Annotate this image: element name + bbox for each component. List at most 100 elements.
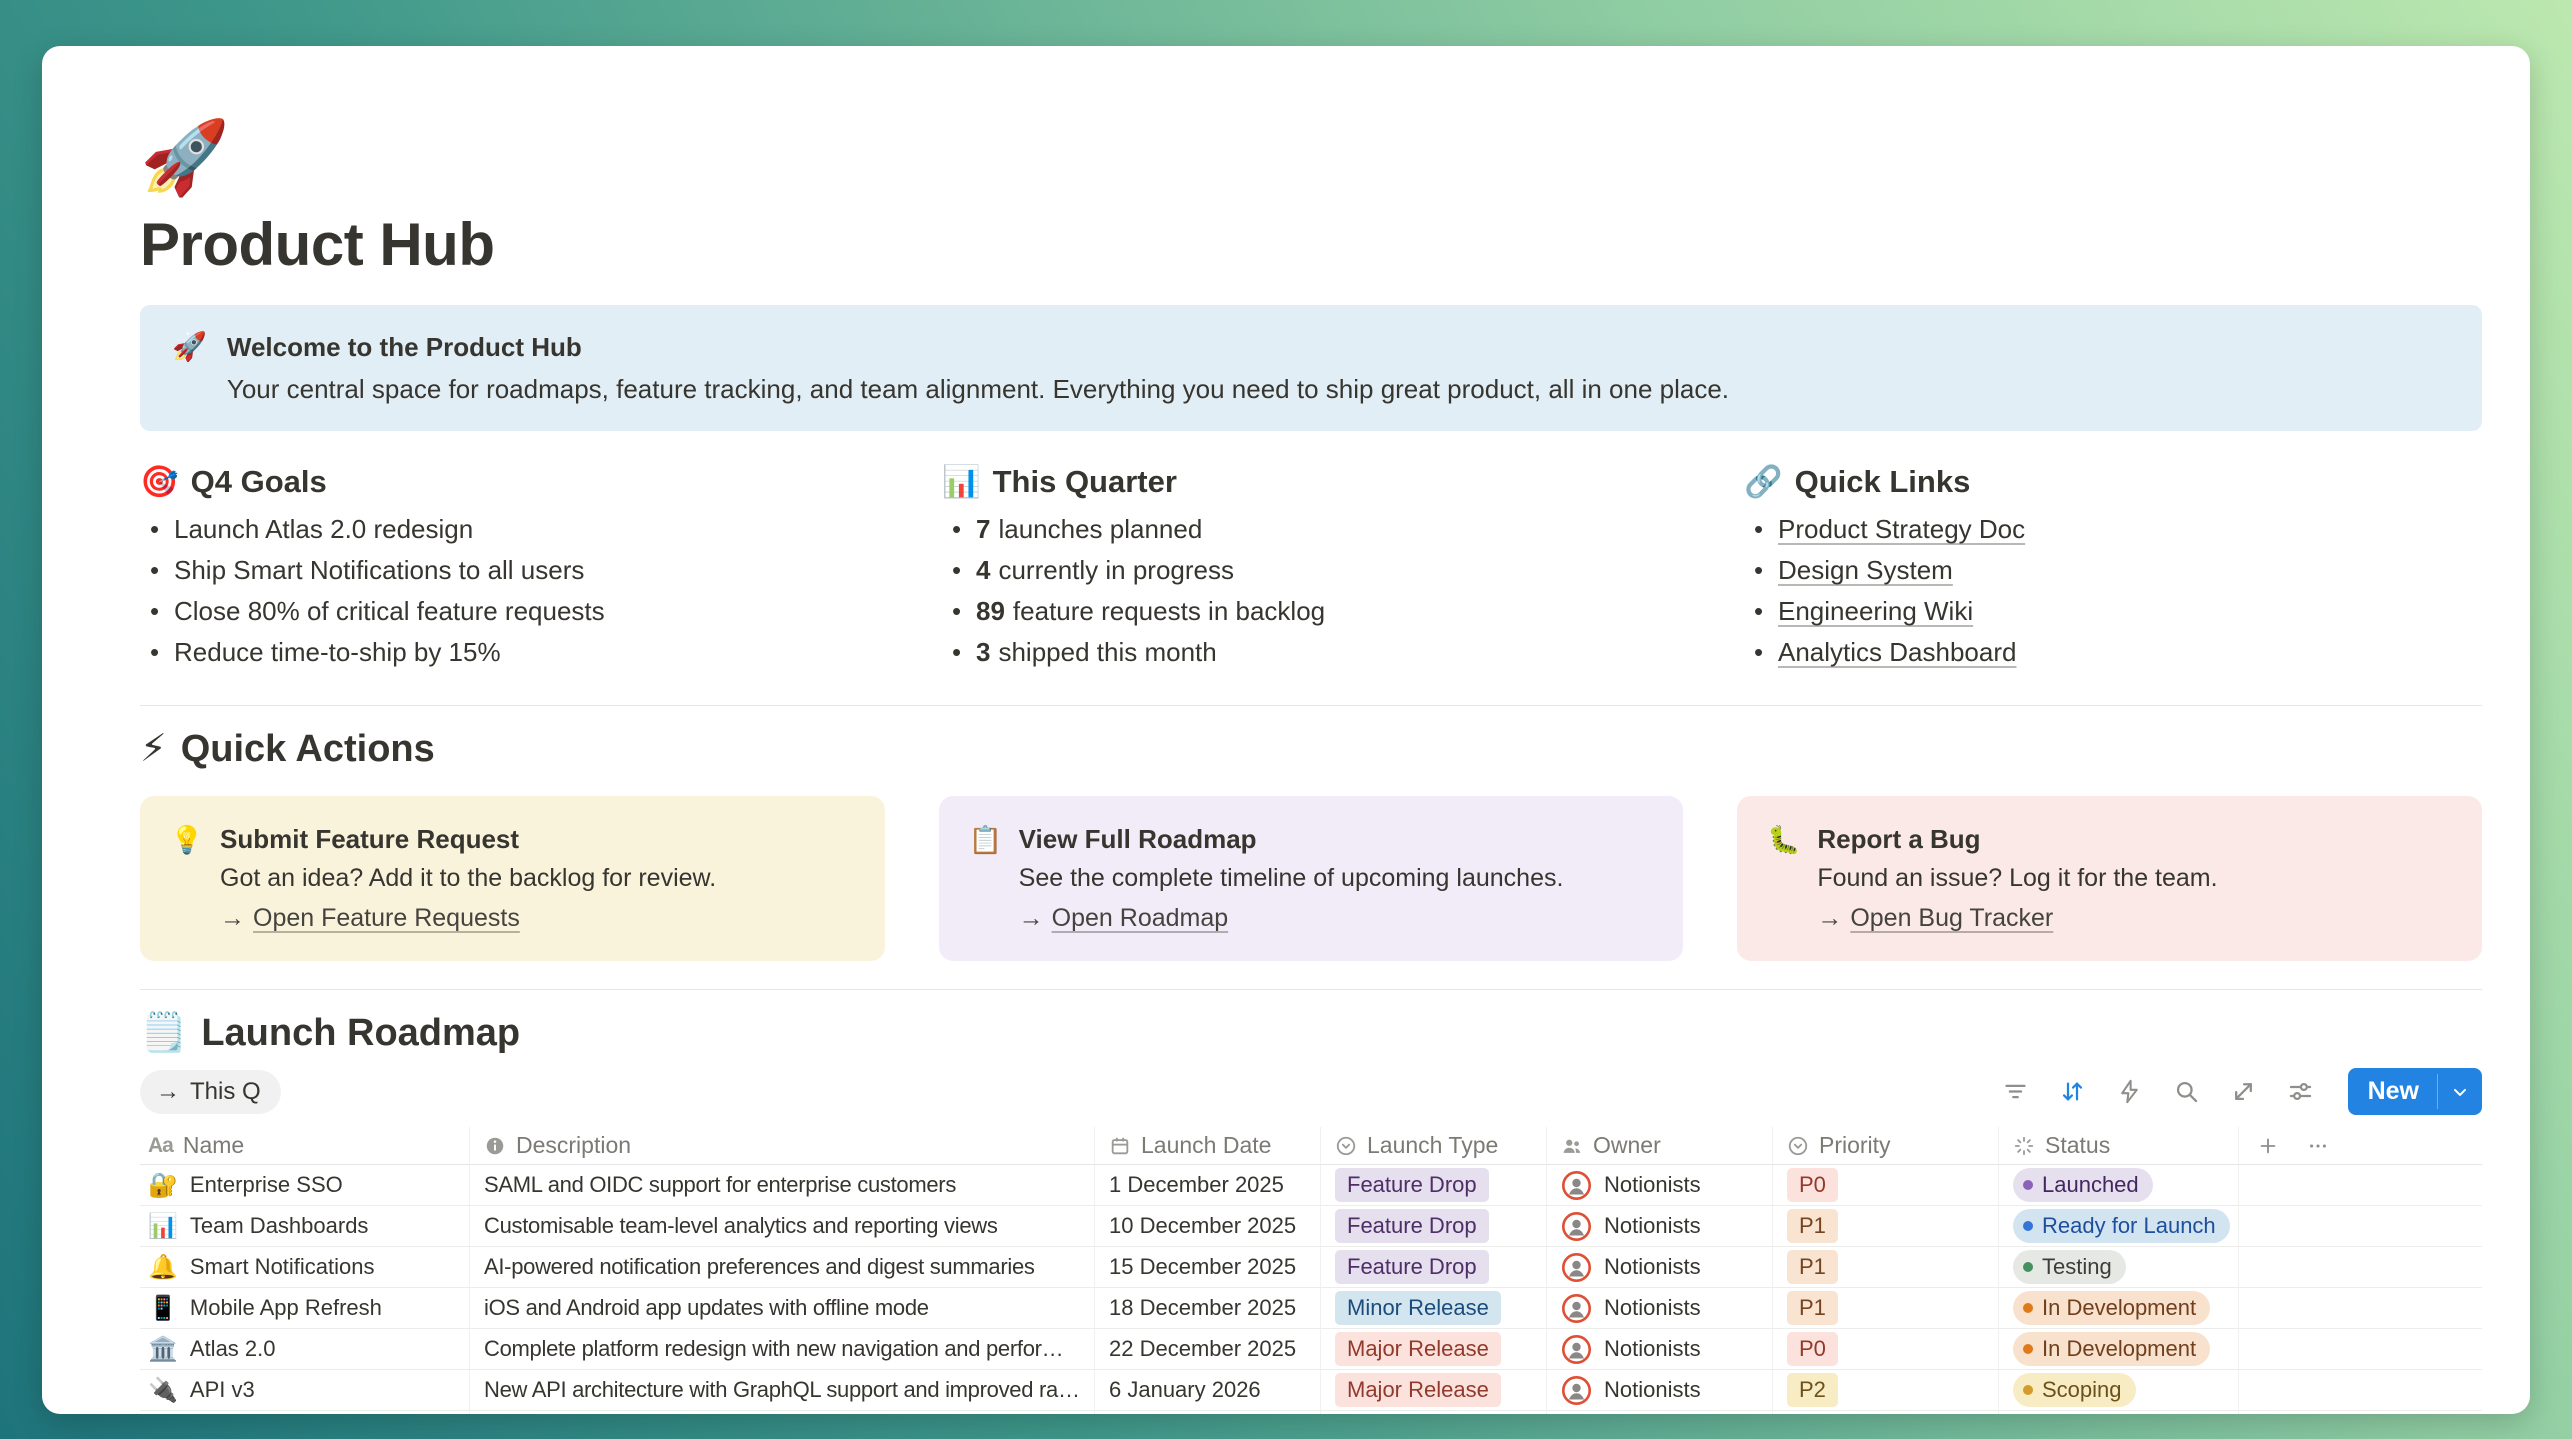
status-dot <box>2023 1303 2033 1313</box>
submit-feature-request-card[interactable]: 💡 Submit Feature Request Got an idea? Ad… <box>140 796 885 961</box>
view-tab-this-q[interactable]: → This Q <box>140 1069 281 1114</box>
launch-type-tag[interactable]: Feature Drop <box>1335 1168 1489 1202</box>
row-owner[interactable]: Notionists <box>1547 1247 1773 1288</box>
link-design-system[interactable]: Design System <box>1778 555 1953 585</box>
status-pill[interactable]: Scoping <box>2013 1373 2136 1407</box>
row-launch-date[interactable]: 10 December 2025 <box>1095 1206 1321 1247</box>
row-name[interactable]: Team Dashboards <box>189 1213 369 1238</box>
row-description[interactable]: New API architecture with GraphQL suppor… <box>470 1370 1095 1411</box>
status-pill[interactable]: Testing <box>2013 1250 2126 1284</box>
sort-icon[interactable] <box>2059 1078 2086 1105</box>
table-options-icon[interactable] <box>2307 1135 2329 1157</box>
table-row[interactable]: 🏛️ Atlas 2.0 Complete platform redesign w… <box>140 1329 2482 1370</box>
row-name[interactable]: Atlas 2.0 <box>189 1336 276 1361</box>
automation-lightning-icon[interactable] <box>2116 1078 2143 1105</box>
status-label: Launched <box>2042 1172 2139 1197</box>
open-feature-requests-link[interactable]: Open Feature Requests <box>253 904 520 932</box>
new-button[interactable]: New <box>2347 1068 2482 1115</box>
row-description[interactable]: Centralised marketplace for third-party … <box>470 1411 1095 1414</box>
column-header-status[interactable]: Status <box>1999 1127 2239 1165</box>
row-launch-date[interactable]: 6 January 2026 <box>1095 1370 1321 1411</box>
priority-tag[interactable]: P0 <box>1787 1332 1838 1366</box>
status-pill[interactable]: Launched <box>2013 1168 2153 1202</box>
empty-cell <box>2239 1370 2482 1411</box>
filter-icon[interactable] <box>2002 1078 2029 1105</box>
link-analytics-dashboard[interactable]: Analytics Dashboard <box>1778 637 2017 667</box>
row-name[interactable]: Enterprise SSO <box>189 1172 343 1197</box>
row-owner[interactable]: Notionists <box>1547 1165 1773 1206</box>
table-row[interactable]: 🔔 Smart Notifications AI-powered notifica… <box>140 1247 2482 1288</box>
row-owner[interactable]: Notionists <box>1547 1411 1773 1414</box>
open-bug-tracker-link[interactable]: Open Bug Tracker <box>1850 904 2054 932</box>
row-launch-date[interactable]: 18 December 2025 <box>1095 1288 1321 1329</box>
status-pill[interactable]: Ready for Launch <box>2013 1209 2230 1243</box>
column-header-owner[interactable]: Owner <box>1547 1127 1773 1165</box>
priority-tag[interactable]: P1 <box>1787 1209 1838 1243</box>
row-owner[interactable]: Notionists <box>1547 1329 1773 1370</box>
page-title[interactable]: Product Hub <box>140 211 495 278</box>
launch-type-tag[interactable]: Major Release <box>1335 1373 1501 1407</box>
owner-avatar <box>1562 1170 1591 1200</box>
row-name[interactable]: Mobile App Refresh <box>189 1295 382 1320</box>
view-settings-icon[interactable] <box>2287 1078 2314 1105</box>
table-row[interactable]: 🔐 Enterprise SSO SAML and OIDC support fo… <box>140 1165 2482 1206</box>
status-pill[interactable]: In Development <box>2013 1291 2211 1325</box>
priority-tag[interactable]: P0 <box>1787 1168 1838 1202</box>
arrow-right-icon: → <box>220 904 245 932</box>
priority-tag[interactable]: P1 <box>1787 1250 1838 1284</box>
row-launch-date[interactable]: 15 January 2026 <box>1095 1411 1321 1414</box>
row-owner[interactable]: Notionists <box>1547 1288 1773 1329</box>
view-full-roadmap-card[interactable]: 📋 View Full Roadmap See the complete tim… <box>938 796 1684 961</box>
empty-cell <box>2239 1288 2482 1329</box>
stat-label: feature requests in backlog <box>1012 596 1326 626</box>
expand-icon[interactable] <box>2230 1078 2257 1105</box>
new-button-label[interactable]: New <box>2367 1077 2419 1105</box>
row-owner[interactable]: Notionists <box>1547 1370 1773 1411</box>
table-header-row: Aa Name Description Launch Date Launch Ty… <box>140 1127 2482 1165</box>
column-header-launch-date[interactable]: Launch Date <box>1095 1127 1321 1165</box>
row-description[interactable]: SAML and OIDC support for enterprise cus… <box>470 1165 1095 1206</box>
launch-type-tag[interactable]: Feature Drop <box>1335 1209 1489 1243</box>
row-launch-date[interactable]: 15 December 2025 <box>1095 1247 1321 1288</box>
launch-type-tag[interactable]: Minor Release <box>1335 1291 1501 1325</box>
arrow-right-icon: → <box>156 1077 180 1105</box>
column-header-description[interactable]: Description <box>470 1127 1095 1165</box>
target-icon: 🎯 <box>140 464 179 499</box>
lightbulb-icon: 💡 <box>170 825 204 855</box>
launch-type-tag[interactable]: Feature Drop <box>1335 1250 1489 1284</box>
priority-tag[interactable]: P1 <box>1787 1291 1838 1325</box>
column-header-name[interactable]: Aa Name <box>140 1127 470 1165</box>
table-row[interactable]: 📊 Team Dashboards Customisable team-level… <box>140 1206 2482 1247</box>
link-icon: 🔗 <box>1744 464 1783 499</box>
open-roadmap-link[interactable]: Open Roadmap <box>1051 904 1229 932</box>
table-row[interactable]: 🔗Integrations Hub Centralised marketplac… <box>140 1411 2482 1414</box>
row-launch-date[interactable]: 22 December 2025 <box>1095 1329 1321 1370</box>
notion-page-window: 🚀 Product Hub 🚀 Welcome to the Product H… <box>42 46 2530 1414</box>
row-name[interactable]: Smart Notifications <box>189 1254 375 1279</box>
row-description[interactable]: Customisable team-level analytics and re… <box>470 1206 1095 1247</box>
text-property-icon: Aa <box>148 1133 174 1157</box>
row-owner[interactable]: Notionists <box>1547 1206 1773 1247</box>
stat-value: 3 <box>976 637 991 667</box>
info-icon <box>486 1137 504 1154</box>
column-header-priority[interactable]: Priority <box>1773 1127 1999 1165</box>
launch-type-tag[interactable]: Major Release <box>1335 1332 1501 1366</box>
table-row[interactable]: 📱 Mobile App Refresh iOS and Android app … <box>140 1288 2482 1329</box>
add-column-icon[interactable] <box>2257 1135 2279 1157</box>
row-description[interactable]: AI-powered notification preferences and … <box>470 1247 1095 1288</box>
link-engineering-wiki[interactable]: Engineering Wiki <box>1778 596 1974 626</box>
priority-tag[interactable]: P2 <box>1787 1373 1838 1407</box>
row-description[interactable]: iOS and Android app updates with offline… <box>470 1288 1095 1329</box>
search-icon[interactable] <box>2173 1078 2200 1105</box>
column-header-launch-type[interactable]: Launch Type <box>1321 1127 1547 1165</box>
report-a-bug-card[interactable]: 🐛 Report a Bug Found an issue? Log it fo… <box>1737 796 2482 961</box>
page-icon-rocket[interactable]: 🚀 <box>140 118 230 198</box>
row-description[interactable]: Complete platform redesign with new navi… <box>470 1329 1095 1370</box>
chevron-down-icon[interactable] <box>2438 1068 2482 1115</box>
row-launch-date[interactable]: 1 December 2025 <box>1095 1165 1321 1206</box>
link-product-strategy-doc[interactable]: Product Strategy Doc <box>1778 514 2026 544</box>
table-row[interactable]: 🔌 API v3 New API architecture with GraphQ… <box>140 1370 2482 1411</box>
row-name[interactable]: API v3 <box>189 1377 255 1402</box>
status-pill[interactable]: In Development <box>2013 1332 2211 1366</box>
